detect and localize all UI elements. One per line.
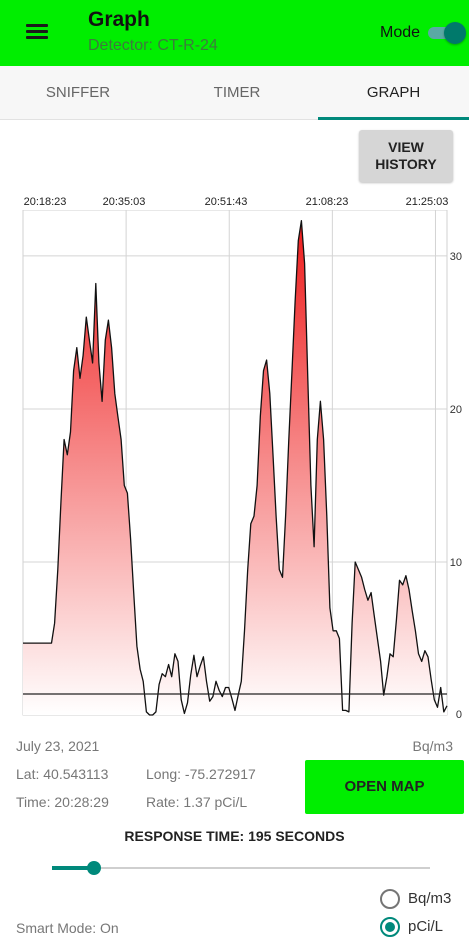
x-tick-label: 21:25:03 (405, 196, 449, 208)
longitude-value: Long: -75.272917 (146, 766, 256, 782)
tab-sniffer[interactable]: SNIFFER (45, 84, 111, 101)
data-area-fill (23, 220, 447, 715)
x-tick-label: 20:51:43 (204, 196, 248, 208)
y-axis-labels: 0 10 20 30 (450, 251, 462, 721)
chart-line (23, 220, 448, 716)
radon-graph[interactable]: 0 10 20 30 (0, 210, 469, 722)
x-tick-label: 20:35:03 (102, 196, 146, 208)
hamburger-menu-icon[interactable] (26, 24, 48, 40)
slider-fill (52, 866, 94, 870)
y-tick-label: 20 (450, 404, 462, 416)
x-tick-label: 20:18:23 (23, 196, 67, 208)
open-map-button[interactable]: OPEN MAP (305, 760, 464, 814)
data-series-line (23, 220, 448, 716)
latitude-value: Lat: 40.543113 (16, 766, 109, 782)
view-history-button[interactable]: VIEW HISTORY (359, 130, 453, 182)
response-time-label: RESPONSE TIME: 195 SECONDS (124, 828, 345, 844)
rate-value: Rate: 1.37 pCi/L (146, 794, 248, 810)
slider-knob[interactable] (86, 861, 101, 875)
chart-area (23, 220, 447, 715)
x-tick-label: 21:08:23 (305, 196, 349, 208)
display-unit: Bq/m3 (412, 738, 453, 754)
app-bar: Graph Detector: CT-R-24 Mode (0, 0, 469, 66)
active-tab-indicator (318, 117, 469, 120)
y-tick-label: 30 (450, 251, 462, 263)
tab-graph[interactable]: GRAPH (366, 84, 421, 101)
toggle-thumb (444, 22, 466, 44)
slider-rail (52, 867, 430, 869)
reading-date: July 23, 2021 (16, 738, 100, 754)
detector-subtitle: Detector: CT-R-24 (88, 37, 218, 54)
tab-timer[interactable]: TIMER (213, 84, 261, 101)
time-value: Time: 20:28:29 (16, 794, 109, 810)
page-title: Graph (88, 8, 150, 31)
y-tick-label: 0 (456, 709, 462, 721)
mode-label: Mode (380, 24, 421, 41)
radio-label-bqm3: Bq/m3 (408, 890, 452, 907)
radio-circle (380, 917, 400, 937)
response-time-slider[interactable] (52, 860, 430, 876)
radio-circle (380, 889, 400, 909)
mode-toggle[interactable] (428, 22, 466, 44)
smart-mode-status: Smart Mode: On (16, 920, 119, 936)
tab-bar: SNIFFER TIMER GRAPH (0, 66, 469, 120)
y-tick-label: 10 (450, 557, 462, 569)
radio-label-pcil: pCi/L (408, 918, 444, 935)
